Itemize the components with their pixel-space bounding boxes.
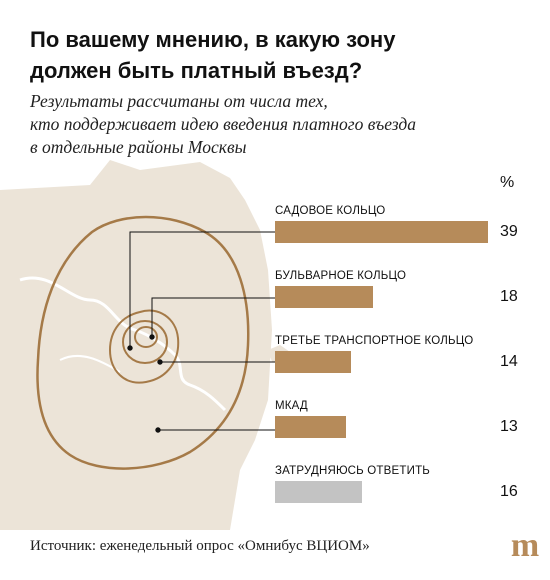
moscow-map [0, 160, 290, 530]
bar-value: 14 [500, 353, 518, 370]
title-line-2: должен быть платный въезд? [30, 58, 363, 83]
bar [275, 221, 488, 243]
bar-label: ЗАТРУДНЯЮСЬ ОТВЕТИТЬ [275, 465, 431, 477]
moscow-river [19, 276, 227, 412]
bar-value: 13 [500, 418, 518, 435]
percent-header: % [500, 174, 515, 191]
svg-text:m: m [511, 527, 539, 564]
bar-label: ТРЕТЬЕ ТРАНСПОРТНОЕ КОЛЬЦО [275, 335, 474, 347]
meduza-logo: m [511, 527, 539, 564]
chart-subtitle: Результаты рассчитаны от числа тех, кто … [30, 90, 530, 159]
bar [275, 286, 373, 308]
sadovoe-ring [122, 320, 168, 364]
bar-label: САДОВОЕ КОЛЬЦО [275, 205, 386, 217]
bar [275, 351, 351, 373]
bar-label: МКАД [275, 400, 308, 412]
subtitle-line-3: в отдельные районы Москвы [30, 137, 247, 157]
title-line-1: По вашему мнению, в какую зону [30, 27, 396, 52]
bar-value: 16 [500, 483, 518, 500]
bar [275, 481, 362, 503]
ttk-ring [108, 309, 180, 384]
bar-label: БУЛЬВАРНОЕ КОЛЬЦО [275, 270, 407, 282]
subtitle-line-1: Результаты рассчитаны от числа тех, [30, 91, 328, 111]
bar-value: 18 [500, 288, 518, 305]
chart-title: По вашему мнению, в какую зону должен бы… [30, 24, 530, 86]
source-note: Источник: еженедельный опрос «Омнибус ВЦ… [30, 538, 370, 554]
subtitle-line-2: кто поддерживает идею введения платного … [30, 114, 416, 134]
bulvarnoe-ring [134, 326, 158, 348]
bar-value: 39 [500, 223, 518, 240]
bar [275, 416, 346, 438]
map-landmass [0, 160, 272, 530]
leader-lines [127, 231, 275, 433]
